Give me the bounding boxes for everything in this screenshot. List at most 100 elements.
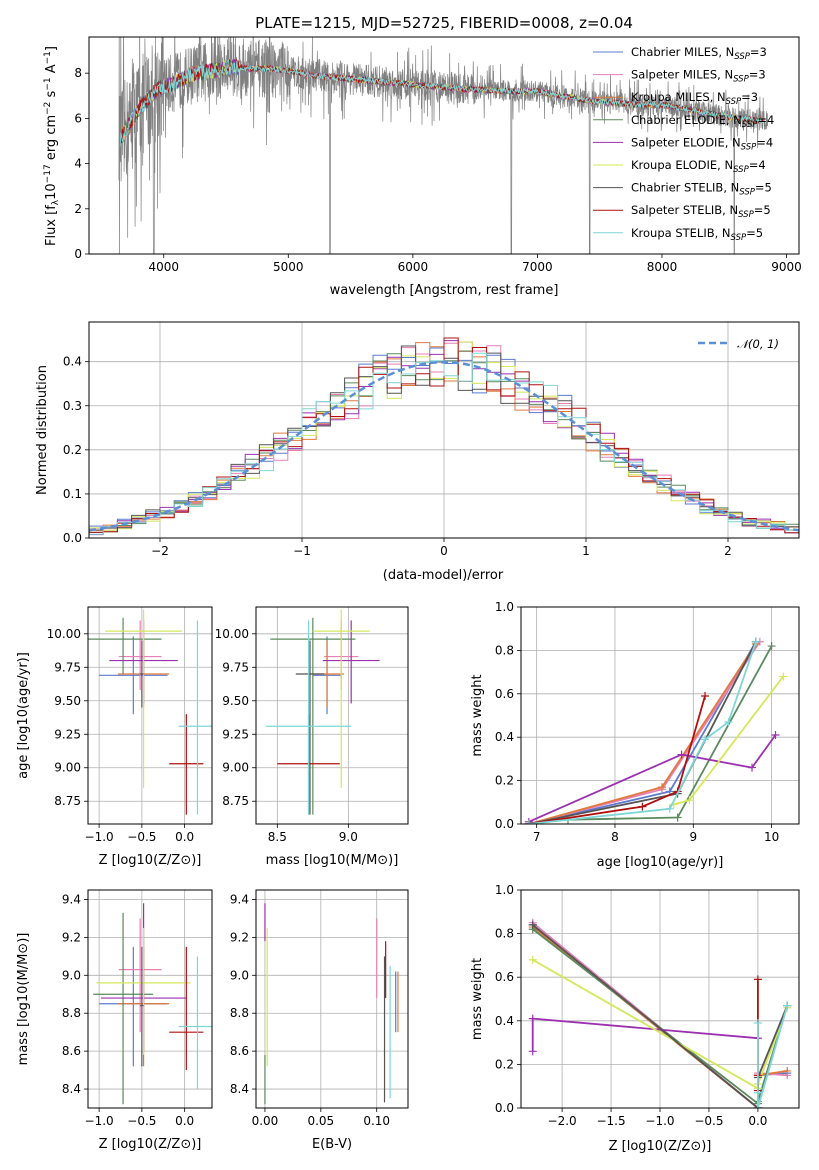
- y-tick-label: 10.00: [215, 627, 249, 641]
- x-tick-label: −1.5: [596, 1114, 625, 1128]
- mass-vs-metallicity-panel: −1.0 −0.5 0.0 8.4 8.6 8.8 9.0 9.2 9.4 Z [log10(Z/…: [16, 889, 213, 1152]
- axes-frame: [87, 606, 213, 825]
- y-axis-label: mass weight: [470, 958, 485, 1040]
- y-tick-label: 1.0: [495, 883, 514, 897]
- legend-entry: Kroupa ELODIE, NSSP=4: [631, 158, 766, 175]
- error-bar-point: [99, 636, 168, 715]
- spectrum-xlabel: wavelength [Angstrom, rest frame]: [330, 283, 559, 298]
- error-bar-point: [312, 609, 370, 788]
- legend-value: =3: [750, 45, 767, 59]
- plus-marker: [528, 955, 537, 964]
- y-tick-label: 2: [74, 202, 82, 216]
- error-bar-point: [295, 640, 325, 815]
- error-bar-point: [140, 946, 144, 1067]
- axes: 8.5 9.0 8.75 9.00 9.25 9.50 9.75 10.00: [215, 606, 409, 844]
- plus-marker: [753, 975, 762, 984]
- axes-frame: [87, 889, 213, 1109]
- y-tick-label: 0.4: [495, 1014, 514, 1028]
- plus-marker: [753, 1088, 762, 1097]
- plus-marker: [779, 672, 788, 681]
- plus-marker: [753, 1018, 762, 1027]
- legend-subscript: SSP: [741, 142, 757, 152]
- error-bar-point: [105, 609, 183, 788]
- legend-value: =3: [741, 90, 758, 104]
- y-tick-label: 8.4: [230, 1082, 249, 1096]
- x-tick-label: −0.5: [127, 830, 156, 844]
- y-tick-label: 0.4: [495, 730, 514, 744]
- x-tick-label: −1.0: [85, 1114, 114, 1128]
- plot-content: [264, 903, 399, 1105]
- x-tick-label: 8.5: [268, 830, 287, 844]
- y-tick-label: 0.0: [495, 817, 514, 831]
- y-tick-label: 8.6: [62, 1044, 81, 1058]
- plus-marker: [673, 813, 682, 822]
- legend-entry: Kroupa STELIB, NSSP=5: [631, 226, 763, 243]
- axes: −2.0 −1.5 −1.0 −0.5 0.0 0.0 0.2 0.4 0.6 0.8 1.0: [495, 883, 800, 1128]
- x-tick-label: −0.5: [127, 1114, 156, 1128]
- y-tick-label: 9.25: [54, 727, 81, 741]
- x-tick-label: 1: [582, 544, 590, 558]
- legend-entry: Chabrier ELODIE, NSSP=4: [631, 113, 774, 130]
- plot-content: [88, 609, 212, 815]
- error-bar-point: [265, 620, 352, 815]
- y-tick-label: 8.6: [230, 1044, 249, 1058]
- y-tick-label: 6: [74, 111, 82, 125]
- axes: −1.0 −0.5 0.0 8.4 8.6 8.8 9.0 9.2 9.4: [62, 889, 213, 1128]
- x-tick-label: 9: [689, 830, 697, 844]
- plot-content: [89, 337, 799, 536]
- plus-marker: [724, 718, 733, 727]
- legend-subscript: SSP: [734, 52, 750, 62]
- x-tick-label: 0.0: [175, 830, 194, 844]
- x-tick-label: 0.0: [175, 1114, 194, 1128]
- y-tick-label: 8.75: [222, 794, 249, 808]
- legend-value: =3: [749, 68, 766, 82]
- spectrum-legend: Chabrier MILES, NSSP=3 Salpeter MILES, NS…: [593, 45, 774, 243]
- x-tick-label: 5000: [273, 260, 304, 274]
- legend-entry: Chabrier STELIB, NSSP=5: [631, 181, 772, 198]
- x-tick-label: 0: [440, 544, 448, 558]
- y-tick-label: 1.0: [495, 600, 514, 614]
- spectrum-ylabel: Flux [fλ10−17 erg cm−2 s−1 A−1]: [43, 46, 61, 246]
- mass-weight-line: [757, 1005, 789, 1108]
- y-tick-label: 9.00: [54, 761, 81, 775]
- residual-ylabel: Normed distribution: [35, 365, 50, 495]
- y-tick-label: 9.0: [62, 968, 81, 982]
- y-tick-label: 10.00: [47, 627, 81, 641]
- y-tick-label: 9.50: [54, 694, 81, 708]
- plus-marker: [771, 731, 780, 740]
- plus-marker: [767, 642, 776, 651]
- residual-xlabel: (data-model)/error: [383, 568, 504, 583]
- axes-frame: [520, 889, 800, 1109]
- plot-content: [118, 37, 769, 254]
- massweight-vs-age-panel: 7 8 9 10 0.0 0.2 0.4 0.6 0.8 1.0 age [log10(age/yr…: [470, 600, 800, 870]
- axes: −1.0 −0.5 0.0 8.75 9.00 9.25 9.50 9.75 10.00: [47, 606, 213, 844]
- plus-marker: [753, 1104, 762, 1108]
- residual-plot-area: −2 −1 0 1 2 0.0 0.1 0.2 0.3 0.4 𝒩(0, 1): [63, 321, 800, 558]
- y-tick-label: 9.2: [62, 930, 81, 944]
- mass-vs-extinction-panel: 0.00 0.05 0.10 8.4 8.6 8.8 9.0 9.2 9.4 E(B-V): [230, 889, 409, 1152]
- plot-content: [528, 918, 792, 1108]
- y-tick-label: 0.3: [63, 399, 82, 413]
- y-tick-label: 0.6: [495, 970, 514, 984]
- legend-subscript: SSP: [731, 233, 747, 243]
- x-tick-label: 8000: [647, 260, 678, 274]
- mass-weight-line: [528, 734, 777, 823]
- error-bar-point: [169, 946, 204, 1071]
- axes-frame: [255, 889, 409, 1109]
- legend-subscript: SSP: [739, 188, 755, 198]
- plus-marker: [665, 804, 674, 813]
- x-tick-label: 7000: [522, 260, 553, 274]
- mass-weight-line: [528, 641, 757, 824]
- x-tick-label: 0.0: [748, 1114, 767, 1128]
- model-spectrum-line: [119, 59, 764, 147]
- legend-subscript: SSP: [733, 75, 749, 85]
- y-tick-label: 9.0: [230, 968, 249, 982]
- mass-weight-line: [528, 695, 706, 824]
- error-bar-point: [178, 956, 212, 1090]
- x-axis-label: Z [log10(Z/Z⊙)]: [99, 853, 202, 868]
- y-tick-label: 0.8: [495, 927, 514, 941]
- axes: −2 −1 0 1 2 0.0 0.1 0.2 0.3 0.4: [63, 321, 800, 558]
- normal-distribution-curve: [89, 360, 799, 532]
- error-bar-point: [178, 620, 212, 815]
